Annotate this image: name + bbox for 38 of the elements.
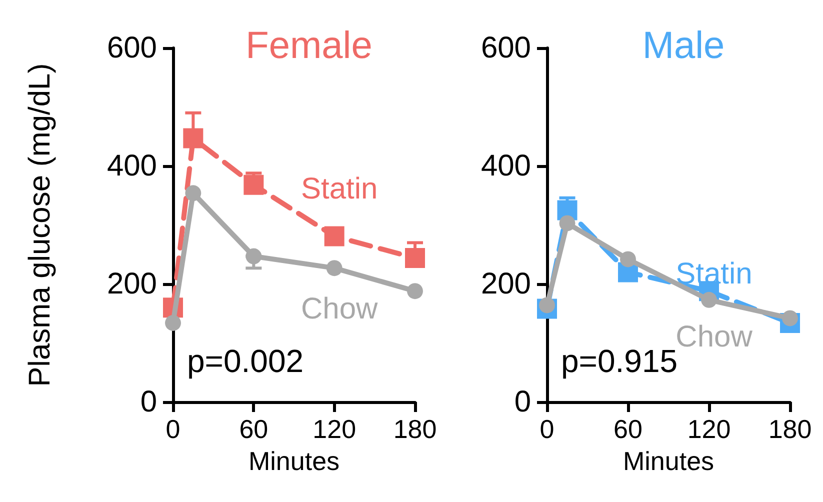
x-tick-label: 0 [166, 414, 180, 444]
y-tick-label: 200 [106, 268, 157, 300]
x-axis-title: Minutes [248, 446, 340, 476]
y-tick-label: 0 [140, 386, 157, 418]
point [244, 174, 264, 195]
y-tick-label: 200 [480, 268, 531, 300]
y-tick-label: 400 [106, 150, 157, 182]
y-tick-label: 600 [106, 32, 157, 64]
series-label: Chow [300, 292, 378, 326]
x-tick-label: 120 [687, 414, 731, 444]
annotation: p=0.915 [561, 343, 678, 379]
point [559, 215, 576, 232]
point [701, 292, 717, 308]
x-tick-label: 0 [540, 414, 554, 444]
chart-title: Male [642, 25, 725, 67]
point [185, 185, 202, 202]
point [405, 248, 425, 268]
y-tick-label: 400 [480, 150, 531, 182]
y-tick-label: 600 [480, 32, 531, 64]
series-label: Statin [300, 172, 378, 206]
series-label: Chow [676, 320, 753, 354]
x-tick-label: 120 [312, 414, 356, 444]
annotation: p=0.002 [187, 343, 304, 379]
point [326, 260, 342, 276]
y-axis-title: Plasma glucose (mg/dL) [24, 63, 56, 387]
x-tick-label: 60 [239, 414, 268, 444]
point [407, 283, 423, 300]
point [246, 248, 262, 264]
point [620, 251, 636, 268]
y-tick-label: 0 [514, 386, 531, 418]
point [165, 314, 181, 331]
x-tick-label: 180 [393, 414, 437, 444]
x-axis-title: Minutes [622, 446, 714, 476]
point [324, 226, 344, 246]
x-tick-label: 60 [614, 414, 642, 444]
point [183, 128, 204, 148]
x-tick-label: 180 [768, 414, 812, 444]
chart-title: Female [246, 25, 372, 67]
